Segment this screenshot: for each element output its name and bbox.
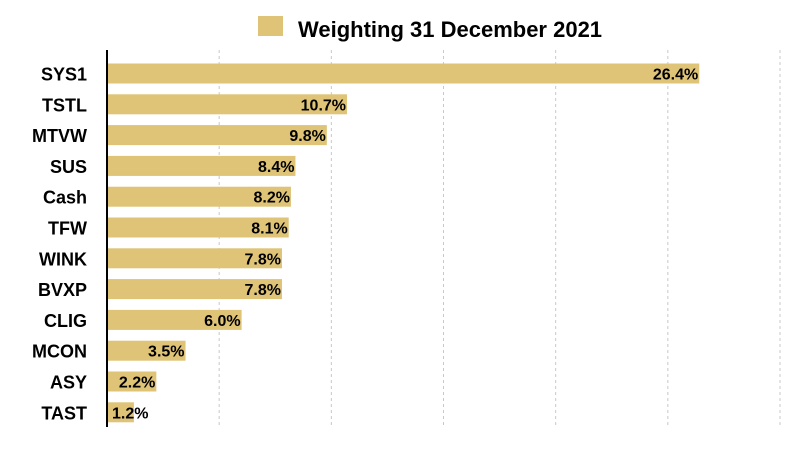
- category-label: BVXP: [38, 280, 87, 300]
- data-label: 3.5%: [148, 344, 184, 361]
- data-label: 7.8%: [245, 251, 281, 268]
- bar: [107, 279, 282, 300]
- bar: [107, 371, 157, 392]
- bar: [107, 217, 289, 238]
- data-label: 2.2%: [119, 375, 155, 392]
- data-label: 7.8%: [245, 282, 281, 299]
- bar: [107, 309, 242, 330]
- category-label: TAST: [41, 403, 87, 423]
- category-label: TSTL: [42, 95, 87, 115]
- category-label: SUS: [50, 157, 87, 177]
- data-label: 6.0%: [204, 313, 240, 330]
- bar: [107, 155, 296, 176]
- data-label: 8.4%: [258, 159, 294, 176]
- category-label: MCON: [32, 342, 87, 362]
- bar: [107, 402, 134, 423]
- bar: [107, 125, 327, 146]
- data-label: 9.8%: [289, 128, 325, 145]
- data-label: 10.7%: [301, 97, 346, 114]
- legend-label: Weighting 31 December 2021: [298, 17, 602, 42]
- bar: [107, 94, 348, 115]
- data-label: 8.2%: [253, 190, 289, 207]
- data-label: 26.4%: [653, 67, 698, 84]
- data-label: 1.2%: [112, 405, 148, 422]
- category-label: CLIG: [44, 311, 87, 331]
- data-label: 8.1%: [251, 221, 287, 238]
- category-label: TFW: [48, 219, 87, 239]
- legend: Weighting 31 December 2021: [258, 16, 602, 42]
- legend-swatch: [258, 16, 283, 36]
- category-labels: SYS1 TSTL MTVW SUS Cash TFW WINK BVXP CLIG MCON AS…: [32, 65, 87, 424]
- value-labels: 26.4% 10.7% 9.8% 8.4% 8.2% 8.1% 7.8% 7.8% 6.0% 3.…: [112, 67, 698, 423]
- category-label: WINK: [39, 249, 87, 269]
- bar: [107, 186, 291, 207]
- category-label: ASY: [50, 373, 87, 393]
- category-label: MTVW: [32, 126, 87, 146]
- bar: [107, 340, 186, 361]
- bars: [107, 63, 700, 423]
- category-label: Cash: [43, 188, 87, 208]
- category-label: SYS1: [41, 65, 87, 85]
- bar: [107, 248, 282, 269]
- bar: [107, 63, 700, 84]
